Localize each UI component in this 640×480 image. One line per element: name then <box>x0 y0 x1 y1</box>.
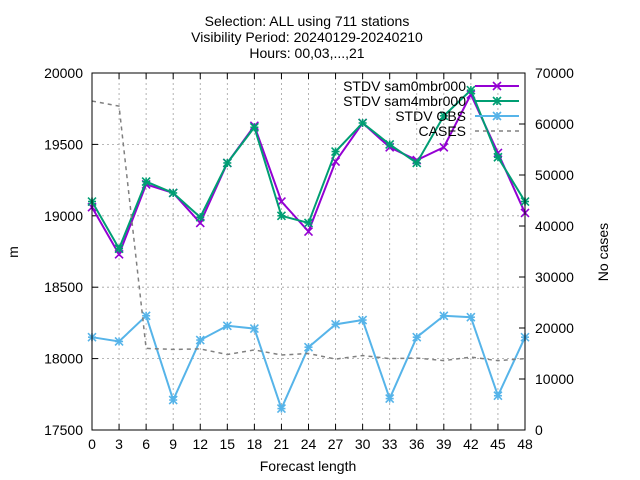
marker-stroke <box>439 142 449 152</box>
legend-label: STDV OBS <box>395 108 466 124</box>
plot-series <box>87 85 530 414</box>
legend-label: STDV sam4mbr000 <box>343 93 466 109</box>
data-point <box>412 158 422 168</box>
data-point <box>439 311 449 321</box>
x-tick-label: 0 <box>88 436 96 452</box>
legend-marker <box>492 111 502 121</box>
title-line-1: Selection: ALL using 711 stations <box>205 13 410 29</box>
data-point <box>493 152 503 162</box>
y2-tick-label: 60000 <box>535 116 574 132</box>
y2-tick-label: 50000 <box>535 167 574 183</box>
series-line-cases <box>91 100 526 362</box>
data-point <box>168 188 178 198</box>
series-cases <box>91 100 526 362</box>
data-point <box>114 336 124 347</box>
data-point <box>195 212 205 222</box>
y-tick-label: 17500 <box>44 422 83 438</box>
legend-marker <box>492 81 502 91</box>
x-tick-label: 18 <box>247 436 263 452</box>
series-stdv-obs <box>87 311 530 414</box>
marker-stroke <box>303 226 314 237</box>
legend-label: STDV sam0mbr000 <box>343 78 466 94</box>
y2-tick-label: 30000 <box>535 269 574 285</box>
data-point <box>358 118 368 128</box>
y-axis-label: m <box>5 246 21 258</box>
x-tick-label: 15 <box>220 436 236 452</box>
x-tick-label: 45 <box>490 436 506 452</box>
x-tick-label: 33 <box>382 436 398 452</box>
legend-entry: STDV sam0mbr000 <box>343 78 519 94</box>
x-tick-label: 36 <box>409 436 425 452</box>
chart-title: Selection: ALL using 711 stations Visibi… <box>191 13 423 61</box>
data-point <box>466 85 476 95</box>
legend-marker <box>492 96 502 106</box>
data-point <box>249 122 259 132</box>
x-tick-label: 39 <box>436 436 452 452</box>
axis-ticks: 0 3 6 9 12 15 18 21 24 27 30 33 36 39 42 45 481750018000… <box>44 65 574 452</box>
plot-frame <box>91 72 526 431</box>
data-point <box>439 142 449 152</box>
data-point <box>385 394 395 404</box>
data-point <box>439 111 449 121</box>
title-line-2: Visibility Period: 20240129-20240210 <box>191 29 423 45</box>
title-line-3: Hours: 00,03,...,21 <box>249 45 364 61</box>
grid <box>92 73 525 430</box>
data-point <box>303 226 314 237</box>
x-tick-label: 21 <box>274 436 290 452</box>
data-point <box>195 335 205 345</box>
series-stdv-sam4mbr000 <box>87 85 530 254</box>
x-tick-label: 42 <box>463 436 479 452</box>
marker-stroke <box>492 81 502 91</box>
data-point <box>385 139 395 149</box>
data-point <box>412 332 422 342</box>
data-point <box>330 146 341 157</box>
data-point <box>330 319 341 329</box>
data-point <box>466 312 476 322</box>
data-point <box>303 218 314 228</box>
x-tick-label: 24 <box>301 436 317 452</box>
legend-entry: STDV OBS <box>395 108 519 124</box>
y2-tick-label: 10000 <box>535 371 574 387</box>
data-point <box>222 321 232 331</box>
data-point <box>249 324 259 334</box>
x-tick-label: 12 <box>192 436 208 452</box>
y-tick-label: 18000 <box>44 351 83 367</box>
legend-label: CASES <box>419 123 466 139</box>
legend-entry: CASES <box>419 123 519 139</box>
y-tick-label: 19000 <box>44 208 83 224</box>
x-tick-label: 6 <box>142 436 150 452</box>
y-tick-label: 19500 <box>44 136 83 152</box>
data-point <box>493 391 503 401</box>
y2-tick-label: 20000 <box>535 320 574 336</box>
y2-tick-label: 0 <box>535 422 543 438</box>
data-point <box>358 315 368 325</box>
x-axis-label: Forecast length <box>260 458 357 474</box>
data-point <box>276 211 287 221</box>
x-tick-label: 30 <box>355 436 371 452</box>
legend-entry: STDV sam4mbr000 <box>343 93 519 109</box>
data-point <box>114 244 124 254</box>
data-point <box>303 342 314 352</box>
y2-axis-label: No cases <box>595 223 611 281</box>
x-tick-label: 3 <box>115 436 123 452</box>
x-tick-label: 9 <box>169 436 177 452</box>
data-point <box>276 404 287 414</box>
marker-stroke <box>330 156 341 167</box>
data-point <box>141 176 151 187</box>
y2-tick-label: 40000 <box>535 218 574 234</box>
y-tick-label: 18500 <box>44 279 83 295</box>
x-tick-label: 48 <box>517 436 533 452</box>
y2-tick-label: 70000 <box>535 65 574 81</box>
data-point <box>222 158 232 168</box>
y-tick-label: 20000 <box>44 65 83 81</box>
x-tick-label: 27 <box>328 436 344 452</box>
data-point <box>168 395 178 405</box>
